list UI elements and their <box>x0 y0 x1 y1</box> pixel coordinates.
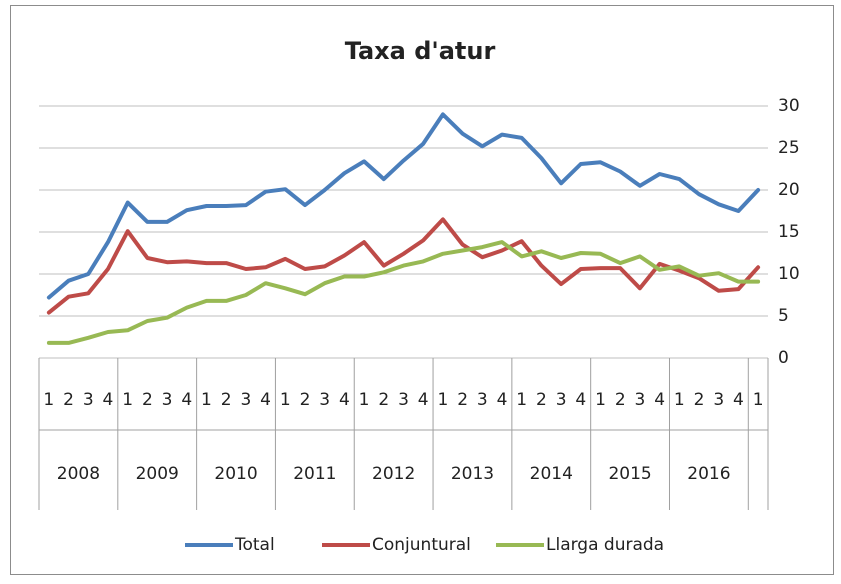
x-group-label: 2014 <box>530 464 573 484</box>
chart-frame <box>10 5 834 575</box>
legend-label: Total <box>234 535 275 555</box>
x-group-label: 2012 <box>372 464 415 484</box>
line-series <box>46 112 761 300</box>
x-group-label: 2008 <box>57 464 100 484</box>
x-tick-label: 1 <box>674 390 685 410</box>
y-tick-label: 15 <box>778 222 800 242</box>
x-tick-label: 3 <box>477 390 488 410</box>
x-group-label: 2011 <box>293 464 336 484</box>
y-tick-label: 30 <box>778 96 800 116</box>
y-tick-label: 10 <box>778 264 800 284</box>
legend-label: Conjuntural <box>372 535 471 555</box>
x-tick-label: 1 <box>516 390 527 410</box>
x-tick-label: 4 <box>418 390 429 410</box>
y-tick-label: 0 <box>778 348 789 368</box>
x-group-label: 2010 <box>214 464 257 484</box>
x-tick-label: 2 <box>457 390 468 410</box>
x-tick-label: 4 <box>497 390 508 410</box>
x-tick-label: 1 <box>43 390 54 410</box>
x-tick-label: 3 <box>398 390 409 410</box>
x-tick-label: 2 <box>221 390 232 410</box>
x-tick-label: 4 <box>103 390 114 410</box>
x-group-label: 2009 <box>136 464 179 484</box>
x-tick-label: 1 <box>753 390 764 410</box>
x-tick-label: 4 <box>733 390 744 410</box>
x-group-label: 2015 <box>608 464 651 484</box>
x-tick-label: 3 <box>319 390 330 410</box>
x-tick-label: 4 <box>575 390 586 410</box>
x-tick-label: 2 <box>142 390 153 410</box>
x-tick-label: 3 <box>713 390 724 410</box>
x-tick-label: 1 <box>437 390 448 410</box>
x-tick-label: 2 <box>615 390 626 410</box>
x-tick-label: 1 <box>595 390 606 410</box>
x-group-label: 2013 <box>451 464 494 484</box>
x-tick-label: 2 <box>694 390 705 410</box>
legend-label: Llarga durada <box>546 535 664 555</box>
x-tick-label: 3 <box>83 390 94 410</box>
x-tick-label: 2 <box>300 390 311 410</box>
x-tick-label: 1 <box>280 390 291 410</box>
line-series <box>46 217 761 315</box>
x-tick-label: 2 <box>63 390 74 410</box>
line-series <box>46 240 761 345</box>
x-tick-label: 4 <box>260 390 271 410</box>
chart-title: Taxa d'atur <box>345 37 496 65</box>
x-tick-label: 4 <box>339 390 350 410</box>
x-tick-label: 1 <box>122 390 133 410</box>
x-tick-label: 3 <box>635 390 646 410</box>
y-tick-label: 20 <box>778 180 800 200</box>
x-tick-label: 1 <box>359 390 370 410</box>
x-tick-label: 2 <box>536 390 547 410</box>
x-tick-label: 4 <box>181 390 192 410</box>
x-tick-label: 2 <box>378 390 389 410</box>
y-tick-label: 25 <box>778 138 800 158</box>
x-tick-label: 3 <box>240 390 251 410</box>
x-tick-label: 1 <box>201 390 212 410</box>
y-tick-label: 5 <box>778 306 789 326</box>
x-group-label: 2016 <box>687 464 730 484</box>
x-tick-label: 3 <box>162 390 173 410</box>
x-tick-label: 3 <box>556 390 567 410</box>
x-tick-label: 4 <box>654 390 665 410</box>
